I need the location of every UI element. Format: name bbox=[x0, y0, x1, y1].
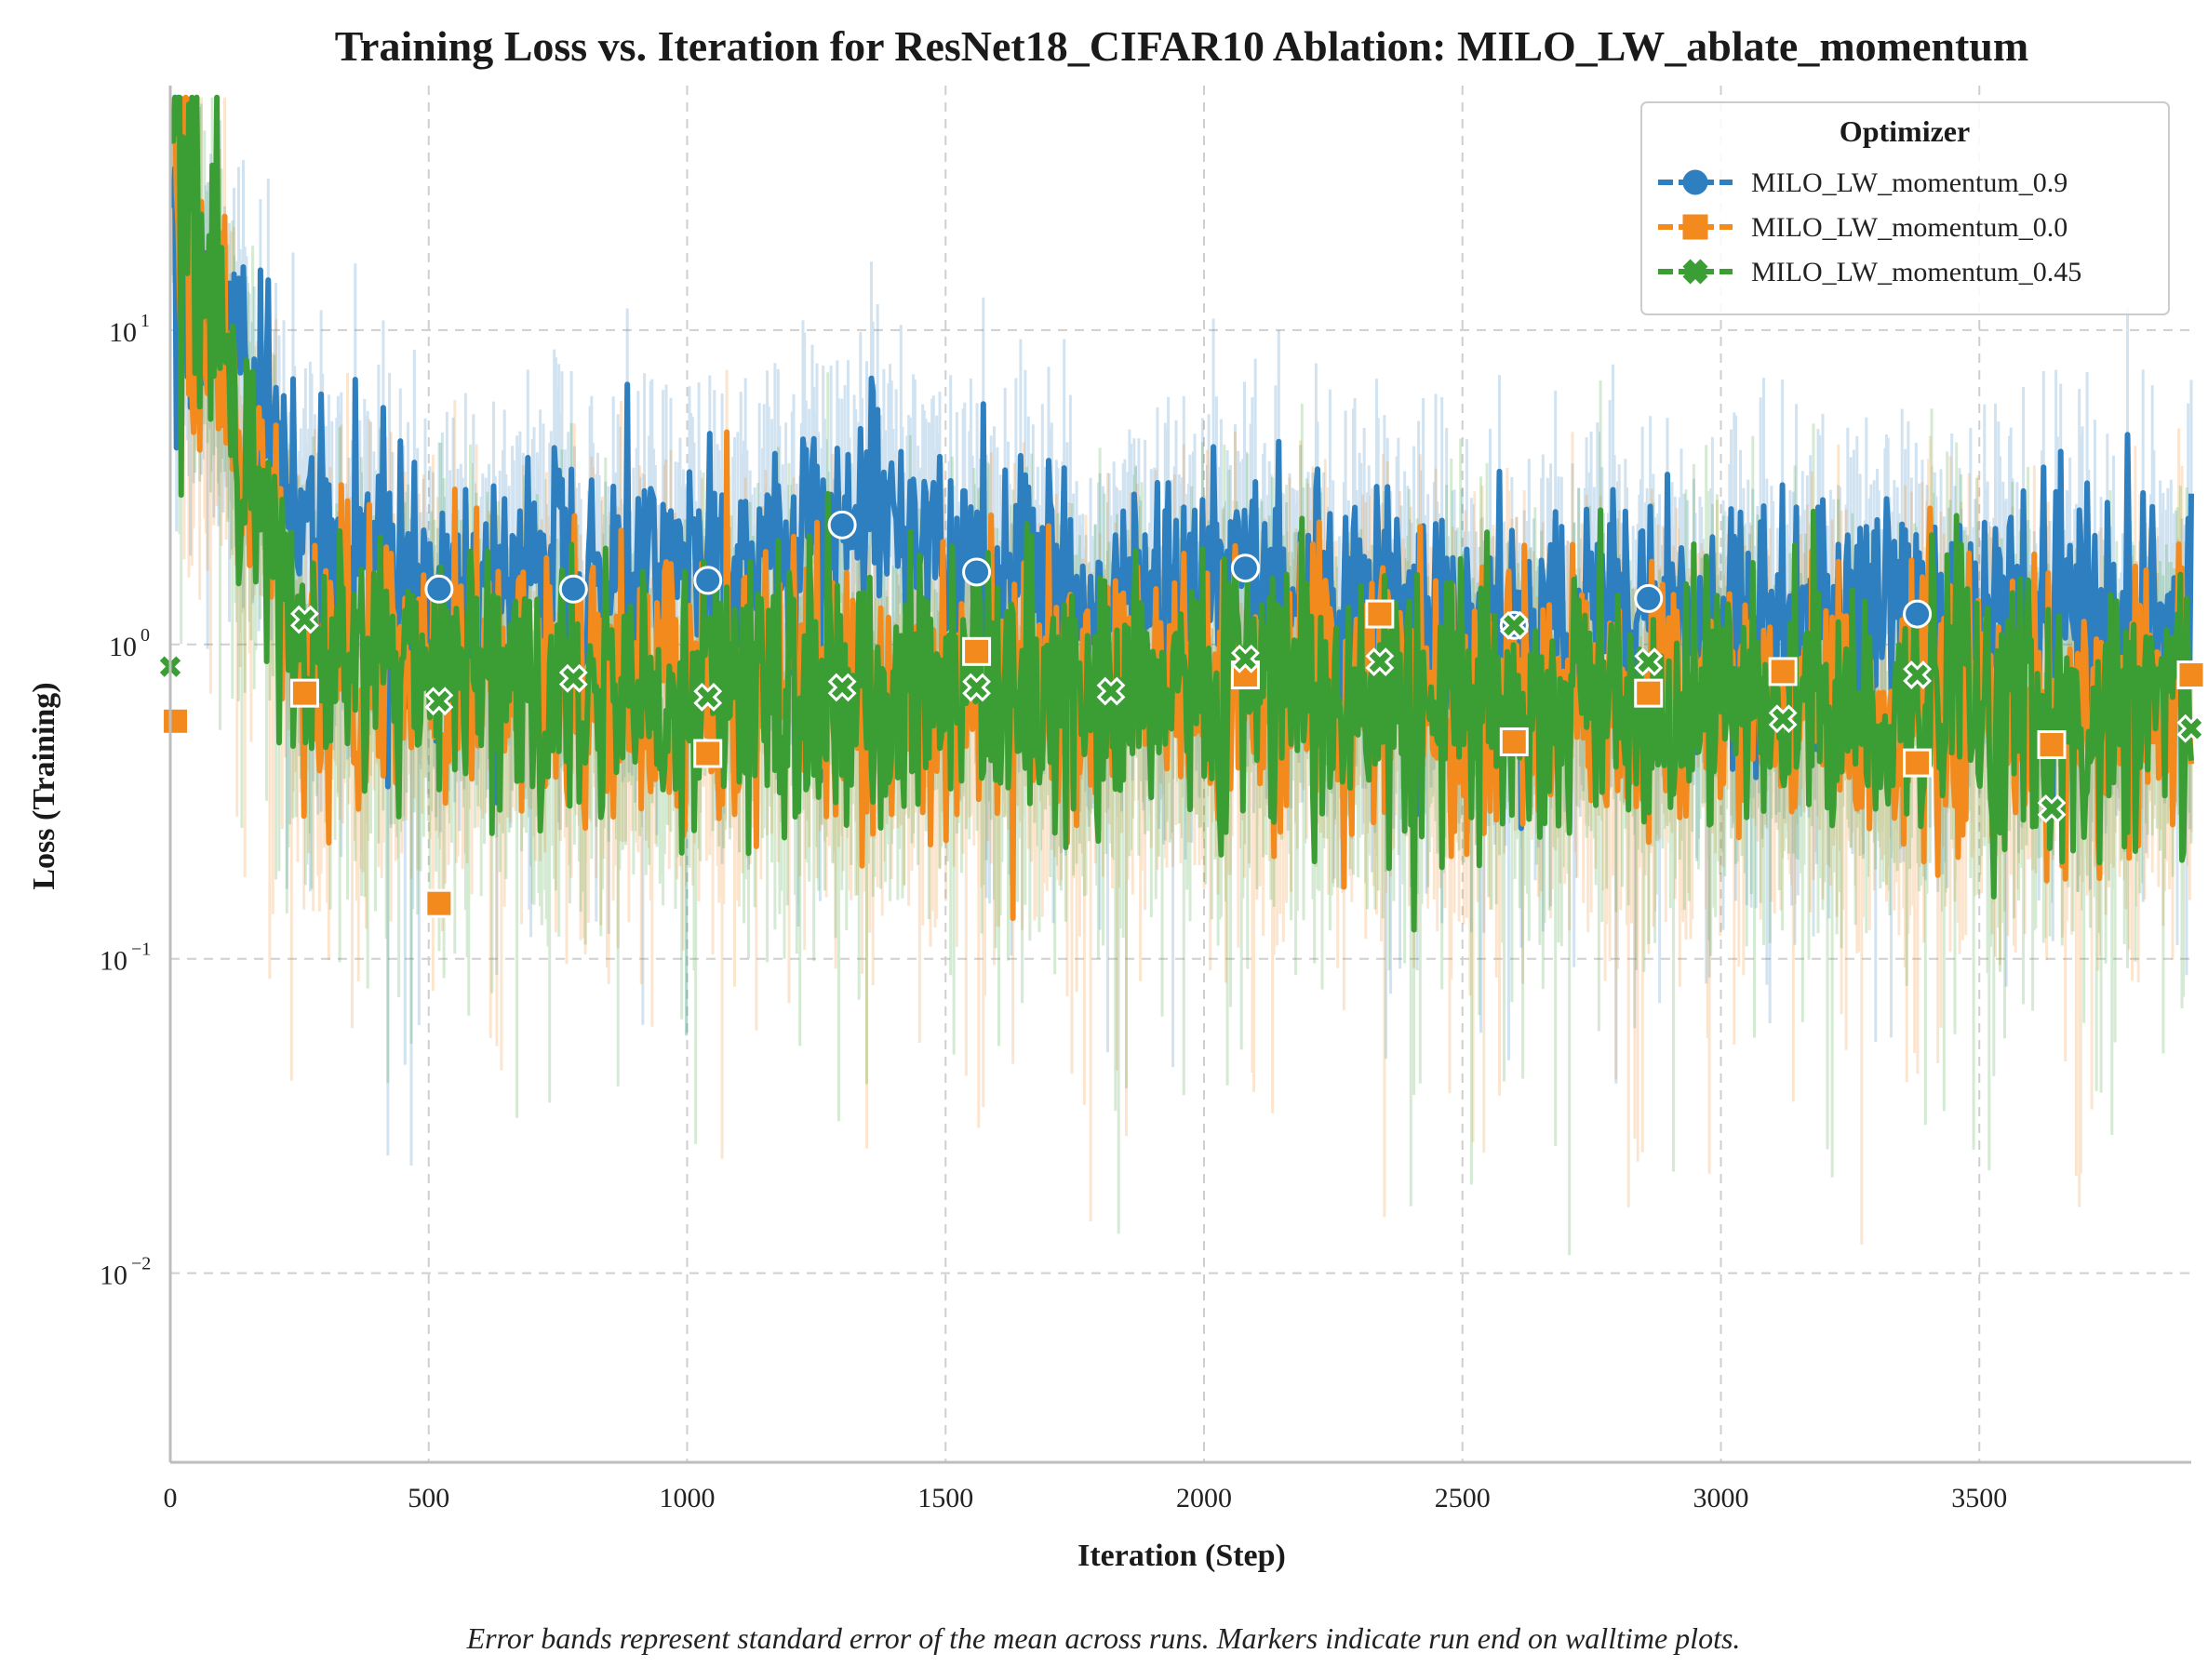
marker-MILO_LW_momentum_0.45-7 bbox=[1096, 676, 1126, 706]
legend-label: MILO_LW_momentum_0.45 bbox=[1751, 257, 2081, 287]
x-tick-label-1: 500 bbox=[408, 1483, 449, 1513]
marker-MILO_LW_momentum_0.45-8 bbox=[1231, 644, 1260, 673]
marker-MILO_LW_momentum_0.9-4 bbox=[962, 557, 992, 587]
legend-marker-square bbox=[1682, 214, 1708, 240]
svg-text:10: 10 bbox=[109, 632, 137, 662]
marker-MILO_LW_momentum_0.45-4 bbox=[693, 682, 723, 712]
marker-MILO_LW_momentum_0.0-1 bbox=[289, 678, 319, 708]
marker-MILO_LW_momentum_0.9-3 bbox=[827, 510, 857, 540]
legend-item-MILO_LW_momentum_0.9: MILO_LW_momentum_0.9 bbox=[1658, 167, 2067, 198]
series-line-MILO_LW_momentum_0.45 bbox=[168, 94, 2194, 933]
marker-MILO_LW_momentum_0.45-9 bbox=[1365, 647, 1395, 676]
marker-MILO_LW_momentum_0.0-6 bbox=[1365, 599, 1395, 629]
x-axis-ticks: 0 500 1000 1500 2000 2500 3000 3500 bbox=[164, 1483, 2008, 1513]
marker-MILO_LW_momentum_0.45-13 bbox=[1903, 660, 1933, 689]
marker-MILO_LW_momentum_0.45-6 bbox=[962, 673, 992, 702]
x-tick-label-6: 3000 bbox=[1693, 1483, 1748, 1513]
marker-MILO_LW_momentum_0.0-4 bbox=[962, 636, 992, 666]
x-tick-label-5: 2500 bbox=[1435, 1483, 1491, 1513]
svg-text:10: 10 bbox=[109, 317, 137, 348]
x-tick-label-7: 3500 bbox=[1951, 1483, 2007, 1513]
marker-MILO_LW_momentum_0.45-3 bbox=[558, 663, 588, 693]
legend-label: MILO_LW_momentum_0.9 bbox=[1751, 167, 2067, 198]
marker-MILO_LW_momentum_0.0-9 bbox=[1768, 657, 1798, 687]
legend-label: MILO_LW_momentum_0.0 bbox=[1751, 212, 2067, 243]
x-tick-label-3: 1500 bbox=[917, 1483, 973, 1513]
legend-item-MILO_LW_momentum_0.0: MILO_LW_momentum_0.0 bbox=[1658, 212, 2067, 243]
y-axis-label: Loss (Training) bbox=[27, 682, 61, 889]
legend-marker-x bbox=[1682, 259, 1708, 285]
series-markers bbox=[155, 510, 2206, 918]
svg-text:1: 1 bbox=[141, 311, 150, 331]
marker-MILO_LW_momentum_0.9-5 bbox=[1230, 553, 1260, 583]
y-tick-label-0: 10 −2 bbox=[100, 1254, 151, 1291]
axes bbox=[168, 86, 2191, 1464]
marker-MILO_LW_momentum_0.9-1 bbox=[558, 574, 588, 604]
marker-MILO_LW_momentum_0.45-5 bbox=[827, 673, 857, 702]
marker-MILO_LW_momentum_0.9-7 bbox=[1634, 583, 1664, 613]
svg-text:10: 10 bbox=[100, 946, 127, 977]
y-tick-label-3: 10 1 bbox=[109, 311, 150, 348]
marker-MILO_LW_momentum_0.45-2 bbox=[424, 687, 454, 716]
svg-text:−1: −1 bbox=[131, 940, 151, 960]
svg-text:10: 10 bbox=[100, 1260, 127, 1291]
legend-item-MILO_LW_momentum_0.45: MILO_LW_momentum_0.45 bbox=[1658, 257, 2081, 287]
marker-MILO_LW_momentum_0.45-12 bbox=[1768, 704, 1798, 734]
x-axis-label: Iteration (Step) bbox=[1077, 1539, 1286, 1573]
marker-MILO_LW_momentum_0.0-7 bbox=[1499, 727, 1529, 756]
svg-text:0: 0 bbox=[141, 625, 150, 646]
marker-MILO_LW_momentum_0.0-0 bbox=[161, 706, 191, 736]
legend-title: Optimizer bbox=[1840, 114, 1970, 148]
marker-MILO_LW_momentum_0.0-12 bbox=[2176, 660, 2206, 690]
series-lines bbox=[168, 94, 2194, 933]
x-tick-label-2: 1000 bbox=[659, 1483, 715, 1513]
legend: Optimizer MILO_LW_momentum_0.9 MILO_LW_mo… bbox=[1640, 101, 2170, 315]
chart-title: Training Loss vs. Iteration for ResNet18… bbox=[335, 22, 2028, 70]
legend-marker-circle bbox=[1682, 169, 1708, 195]
marker-MILO_LW_momentum_0.9-2 bbox=[693, 566, 723, 595]
x-tick-label-4: 2000 bbox=[1176, 1483, 1232, 1513]
marker-MILO_LW_momentum_0.0-8 bbox=[1634, 678, 1664, 708]
marker-MILO_LW_momentum_0.0-3 bbox=[693, 739, 723, 768]
marker-MILO_LW_momentum_0.45-15 bbox=[2176, 713, 2206, 743]
marker-MILO_LW_momentum_0.45-10 bbox=[1499, 610, 1529, 640]
x-tick-label-0: 0 bbox=[164, 1483, 178, 1513]
marker-MILO_LW_momentum_0.45-11 bbox=[1634, 647, 1664, 676]
marker-MILO_LW_momentum_0.9-0 bbox=[424, 574, 454, 604]
marker-MILO_LW_momentum_0.9-8 bbox=[1903, 599, 1933, 629]
marker-MILO_LW_momentum_0.45-1 bbox=[290, 605, 319, 634]
y-tick-label-1: 10 −1 bbox=[100, 940, 151, 977]
legend-box bbox=[1640, 101, 2170, 315]
svg-text:−2: −2 bbox=[131, 1254, 151, 1274]
marker-MILO_LW_momentum_0.0-2 bbox=[424, 888, 454, 918]
marker-MILO_LW_momentum_0.0-10 bbox=[1903, 748, 1933, 778]
chart-caption: Error bands represent standard error of … bbox=[466, 1621, 1741, 1655]
marker-MILO_LW_momentum_0.45-14 bbox=[2037, 794, 2067, 823]
marker-MILO_LW_momentum_0.0-11 bbox=[2037, 730, 2067, 760]
y-tick-label-2: 10 0 bbox=[109, 625, 150, 662]
